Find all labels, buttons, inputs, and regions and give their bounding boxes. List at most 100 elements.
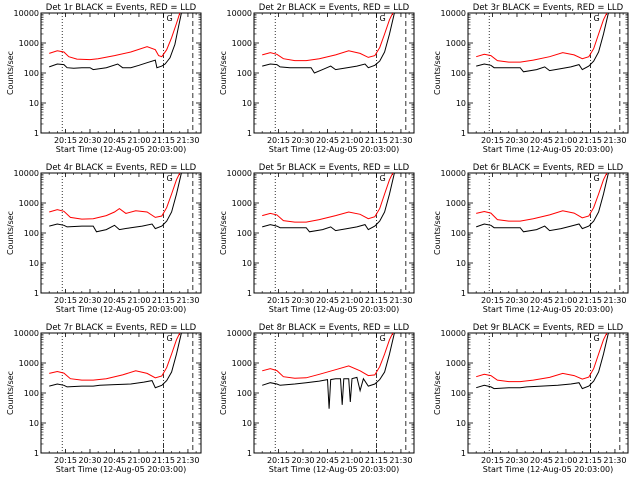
series-group [262, 173, 395, 233]
y-axis-label: Counts/sec [6, 51, 15, 95]
detector-chart-5: Det 5r BLACK = Events, RED = LLD 1 10 100 10… [219, 163, 415, 314]
x-tick-label: 20:30 [505, 296, 528, 305]
y-tick-label: 10 [242, 99, 252, 108]
y-tick-label: 10000 [441, 329, 466, 338]
series-line-lld [262, 13, 394, 62]
x-tick-label: 21:30 [176, 296, 199, 305]
y-tick-label: 1000 [232, 39, 252, 48]
series-group [476, 13, 609, 73]
x-tick-label: 21:15 [579, 296, 602, 305]
y-tick-label: 100 [451, 69, 466, 78]
x-tick-label: 20:45 [530, 136, 553, 145]
y-axis-label: Counts/sec [219, 51, 228, 95]
series-group [476, 173, 609, 233]
y-tick-label: 100 [237, 69, 252, 78]
detector-chart-2: Det 2r BLACK = Events, RED = LLD 1 10 100 10… [219, 3, 415, 154]
series-group [49, 333, 182, 389]
y-axis-label: Counts/sec [6, 371, 15, 415]
y-tick-label: 100 [451, 229, 466, 238]
y-tick-label: 1 [247, 289, 252, 298]
x-tick-label: 20:45 [530, 296, 553, 305]
y-axis-label: Counts/sec [6, 211, 15, 255]
x-tick-label: 21:00 [340, 296, 363, 305]
x-tick-label: 21:30 [389, 136, 412, 145]
x-tick-label: 21:15 [152, 296, 175, 305]
series-line-lld [49, 13, 181, 61]
chart-title: Det 4r BLACK = Events, RED = LLD [46, 163, 197, 173]
y-tick-label: 100 [24, 69, 39, 78]
x-tick-label: 21:00 [554, 456, 577, 465]
series-group [476, 333, 609, 390]
series-line-events [49, 173, 182, 233]
y-tick-label: 1 [461, 129, 466, 138]
detector-chart-4: Det 4r BLACK = Events, RED = LLD 1 10 100 10… [6, 163, 202, 314]
y-tick-label: 100 [451, 389, 466, 398]
y-tick-label: 1 [34, 129, 39, 138]
series-line-events [49, 13, 182, 71]
y-tick-label: 10000 [227, 9, 252, 18]
x-tick-label: 21:00 [340, 456, 363, 465]
series-group [262, 13, 395, 74]
plot-frame [40, 12, 202, 134]
x-tick-label: 20:30 [291, 136, 314, 145]
y-axis-label: Counts/sec [219, 211, 228, 255]
y-tick-label: 100 [24, 229, 39, 238]
chart-title: Det 7r BLACK = Events, RED = LLD [46, 323, 197, 333]
y-tick-label: 1 [34, 289, 39, 298]
chart-title: Det 6r BLACK = Events, RED = LLD [473, 163, 624, 173]
x-tick-label: 20:15 [54, 136, 77, 145]
x-tick-label: 21:15 [152, 136, 175, 145]
x-axis-label: Start Time (12-Aug-05 20:03:00) [483, 465, 614, 474]
series-line-events [476, 333, 609, 390]
x-tick-label: 20:15 [267, 136, 290, 145]
x-tick-label: 20:30 [291, 296, 314, 305]
x-tick-label: 20:30 [78, 296, 101, 305]
y-tick-label: 10000 [14, 9, 39, 18]
x-tick-label: 21:30 [176, 136, 199, 145]
x-tick-label: 21:30 [389, 296, 412, 305]
series-line-lld [49, 333, 181, 381]
x-tick-label: 21:15 [365, 136, 388, 145]
y-tick-label: 10 [29, 419, 39, 428]
y-tick-label: 1 [34, 449, 39, 458]
y-tick-label: 1 [461, 289, 466, 298]
chart-title: Det 2r BLACK = Events, RED = LLD [259, 3, 410, 13]
x-tick-label: 21:15 [365, 296, 388, 305]
chart-title: Det 1r BLACK = Events, RED = LLD [46, 3, 197, 13]
x-tick-label: 21:30 [603, 136, 626, 145]
x-tick-label: 20:15 [481, 136, 504, 145]
x-tick-label: 21:00 [127, 296, 150, 305]
flare-marker-label: G [593, 174, 599, 183]
y-tick-label: 1000 [446, 39, 466, 48]
detector-chart-1: Det 1r BLACK = Events, RED = LLD 1 10 100 10… [6, 3, 202, 154]
series-line-lld [476, 173, 608, 222]
x-tick-label: 20:45 [530, 456, 553, 465]
series-line-lld [262, 333, 394, 379]
series-line-lld [476, 333, 608, 383]
y-tick-label: 10000 [14, 169, 39, 178]
detector-chart-9: Det 9r BLACK = Events, RED = LLD 1 10 100 10… [433, 323, 629, 474]
y-tick-label: 1 [247, 129, 252, 138]
x-tick-label: 20:30 [78, 456, 101, 465]
y-tick-label: 10 [29, 99, 39, 108]
series-line-events [476, 13, 609, 73]
y-tick-label: 1000 [446, 199, 466, 208]
x-tick-label: 21:00 [127, 456, 150, 465]
y-axis-label: Counts/sec [433, 51, 442, 95]
flare-marker-label: G [379, 334, 385, 343]
y-tick-label: 1000 [446, 359, 466, 368]
x-tick-label: 20:15 [267, 296, 290, 305]
chart-title: Det 3r BLACK = Events, RED = LLD [473, 3, 624, 13]
x-tick-label: 20:30 [78, 136, 101, 145]
x-tick-label: 21:30 [603, 296, 626, 305]
chart-title: Det 9r BLACK = Events, RED = LLD [473, 323, 624, 333]
y-tick-label: 10 [456, 259, 466, 268]
x-tick-label: 20:45 [103, 296, 126, 305]
series-line-lld [476, 13, 608, 63]
x-tick-label: 20:15 [481, 456, 504, 465]
series-line-events [262, 13, 395, 74]
y-axis-label: Counts/sec [433, 211, 442, 255]
y-tick-label: 10 [242, 419, 252, 428]
x-axis-label: Start Time (12-Aug-05 20:03:00) [56, 465, 187, 474]
x-tick-label: 21:30 [389, 456, 412, 465]
